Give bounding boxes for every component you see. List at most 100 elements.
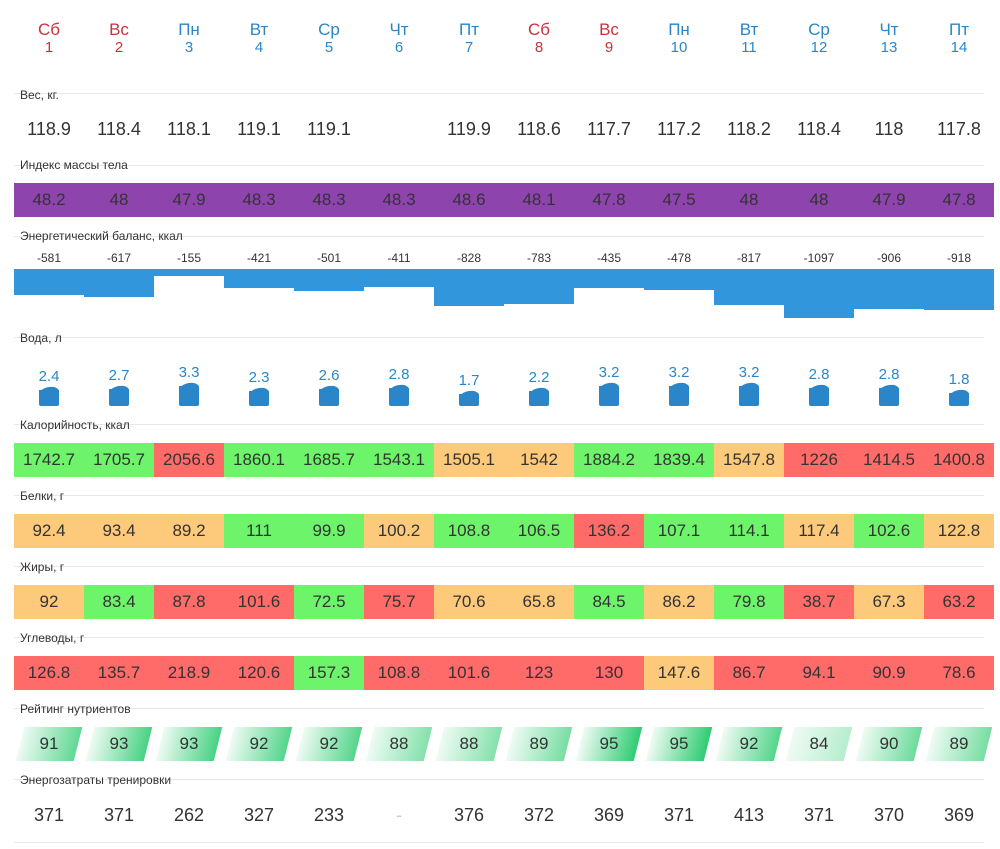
nutrients-row: 91 93 93 92 92 88 88 89 95 95 92 84 90 89 xyxy=(14,727,994,761)
protein-cell: 100.2 xyxy=(364,514,434,548)
training-cell: 371 xyxy=(103,805,135,825)
water-column: 2.4 xyxy=(14,362,84,408)
separator xyxy=(14,779,984,780)
day-number: 2 xyxy=(114,39,124,56)
water-column: 2.6 xyxy=(294,362,364,408)
energy-bar xyxy=(434,269,504,306)
day-header[interactable]: Чт 6 xyxy=(364,20,434,56)
day-header[interactable]: Сб 8 xyxy=(504,20,574,56)
nutrient-rating-cell: 93 xyxy=(84,727,154,761)
day-header[interactable]: Пт 14 xyxy=(924,20,994,56)
weight-cell: 118 xyxy=(874,119,904,139)
day-header[interactable]: Пт 7 xyxy=(434,20,504,56)
training-cell: 371 xyxy=(803,805,835,825)
nutrient-rating-cell: 92 xyxy=(714,727,784,761)
calories-cell: 1414.5 xyxy=(854,443,924,477)
fat-cell: 79.8 xyxy=(714,585,784,619)
water-glass-icon xyxy=(529,391,549,406)
bmi-cell: 48.2 xyxy=(14,183,84,217)
fat-cell: 65.8 xyxy=(504,585,574,619)
separator xyxy=(14,424,984,425)
day-number: 9 xyxy=(604,39,614,56)
water-column: 2.7 xyxy=(84,362,154,408)
weight-cell: 119.1 xyxy=(237,119,281,139)
carbs-cell: 90.9 xyxy=(854,656,924,690)
bmi-cell: 47.9 xyxy=(154,183,224,217)
bmi-cell: 47.5 xyxy=(644,183,714,217)
nutrient-rating-cell: 95 xyxy=(574,727,644,761)
training-cell: 327 xyxy=(243,805,275,825)
separator xyxy=(14,93,984,94)
nutrient-rating-value: 92 xyxy=(739,734,759,753)
fat-cell: 38.7 xyxy=(784,585,854,619)
fat-label: Жиры, г xyxy=(20,560,65,574)
day-header[interactable]: Сб 1 xyxy=(14,20,84,56)
day-header[interactable]: Вт 11 xyxy=(714,20,784,56)
water-glass-icon xyxy=(109,389,129,406)
calories-cell: 1547.8 xyxy=(714,443,784,477)
fat-cell: 84.5 xyxy=(574,585,644,619)
energy-label: Энергетический баланс, ккал xyxy=(20,229,183,243)
nutrient-rating-value: 89 xyxy=(949,734,969,753)
day-of-week: Вт xyxy=(739,20,759,39)
bmi-cell: 47.9 xyxy=(854,183,924,217)
carbs-cell: 78.6 xyxy=(924,656,994,690)
weight-cell xyxy=(364,112,434,146)
day-number: 12 xyxy=(810,39,828,56)
bmi-cell: 47.8 xyxy=(924,183,994,217)
energy-bar xyxy=(84,269,154,297)
nutrient-rating-value: 93 xyxy=(109,734,129,753)
day-header[interactable]: Вс 2 xyxy=(84,20,154,56)
training-cell: 369 xyxy=(593,805,625,825)
weight-cell: 117.7 xyxy=(587,119,631,139)
water-column: 1.8 xyxy=(924,362,994,408)
water-glass-icon xyxy=(809,388,829,406)
carbs-row: 126.8 135.7 218.9 120.6 157.3 108.8 101.6 123 13… xyxy=(14,656,994,690)
carbs-cell: 120.6 xyxy=(224,656,294,690)
energy-value-label: -435 xyxy=(596,251,622,265)
water-value: 3.2 xyxy=(738,364,760,381)
energy-bar xyxy=(504,269,574,304)
weight-cell: 118.4 xyxy=(797,119,841,139)
nutrient-rating-value: 88 xyxy=(389,734,409,753)
day-header[interactable]: Ср 12 xyxy=(784,20,854,56)
day-number: 13 xyxy=(880,39,898,56)
nutrient-rating-cell: 92 xyxy=(224,727,294,761)
water-value: 3.2 xyxy=(668,364,690,381)
day-header[interactable]: Чт 13 xyxy=(854,20,924,56)
calories-cell: 1860.1 xyxy=(224,443,294,477)
energy-value-label: -501 xyxy=(316,251,342,265)
day-header[interactable]: Вс 9 xyxy=(574,20,644,56)
water-value: 1.8 xyxy=(948,371,970,388)
water-column: 2.2 xyxy=(504,362,574,408)
day-header[interactable]: Пн 3 xyxy=(154,20,224,56)
bmi-cell: 48 xyxy=(784,183,854,217)
carbs-cell: 157.3 xyxy=(294,656,364,690)
day-number: 5 xyxy=(324,39,334,56)
day-of-week: Вс xyxy=(599,20,619,39)
fat-cell: 75.7 xyxy=(364,585,434,619)
fat-cell: 63.2 xyxy=(924,585,994,619)
fat-cell: 86.2 xyxy=(644,585,714,619)
separator xyxy=(14,637,984,638)
day-header[interactable]: Ср 5 xyxy=(294,20,364,56)
calories-cell: 1685.7 xyxy=(294,443,364,477)
nutrient-rating-cell: 84 xyxy=(784,727,854,761)
training-cell: 413 xyxy=(733,805,765,825)
day-header[interactable]: Вт 4 xyxy=(224,20,294,56)
calories-cell: 1542 xyxy=(504,443,574,477)
bmi-cell: 47.8 xyxy=(574,183,644,217)
weight-cell: 118.1 xyxy=(167,119,211,139)
water-glass-icon xyxy=(739,386,759,406)
bmi-cell: 48 xyxy=(84,183,154,217)
calories-cell: 1742.7 xyxy=(14,443,84,477)
day-header[interactable]: Пн 10 xyxy=(644,20,714,56)
water-value: 2.8 xyxy=(878,366,900,383)
water-value: 3.3 xyxy=(178,364,200,381)
water-chart: 2.4 2.7 3.3 2.3 2.6 2.8 1.7 2.2 3.2 3.2 3.2 2.8 2.8 1… xyxy=(14,362,994,408)
water-glass-icon xyxy=(879,388,899,406)
fat-row: 92 83.4 87.8 101.6 72.5 75.7 70.6 65.8 84.5 86.2 7… xyxy=(14,585,994,619)
day-number: 10 xyxy=(670,39,688,56)
calories-cell: 1839.4 xyxy=(644,443,714,477)
separator xyxy=(14,566,984,567)
